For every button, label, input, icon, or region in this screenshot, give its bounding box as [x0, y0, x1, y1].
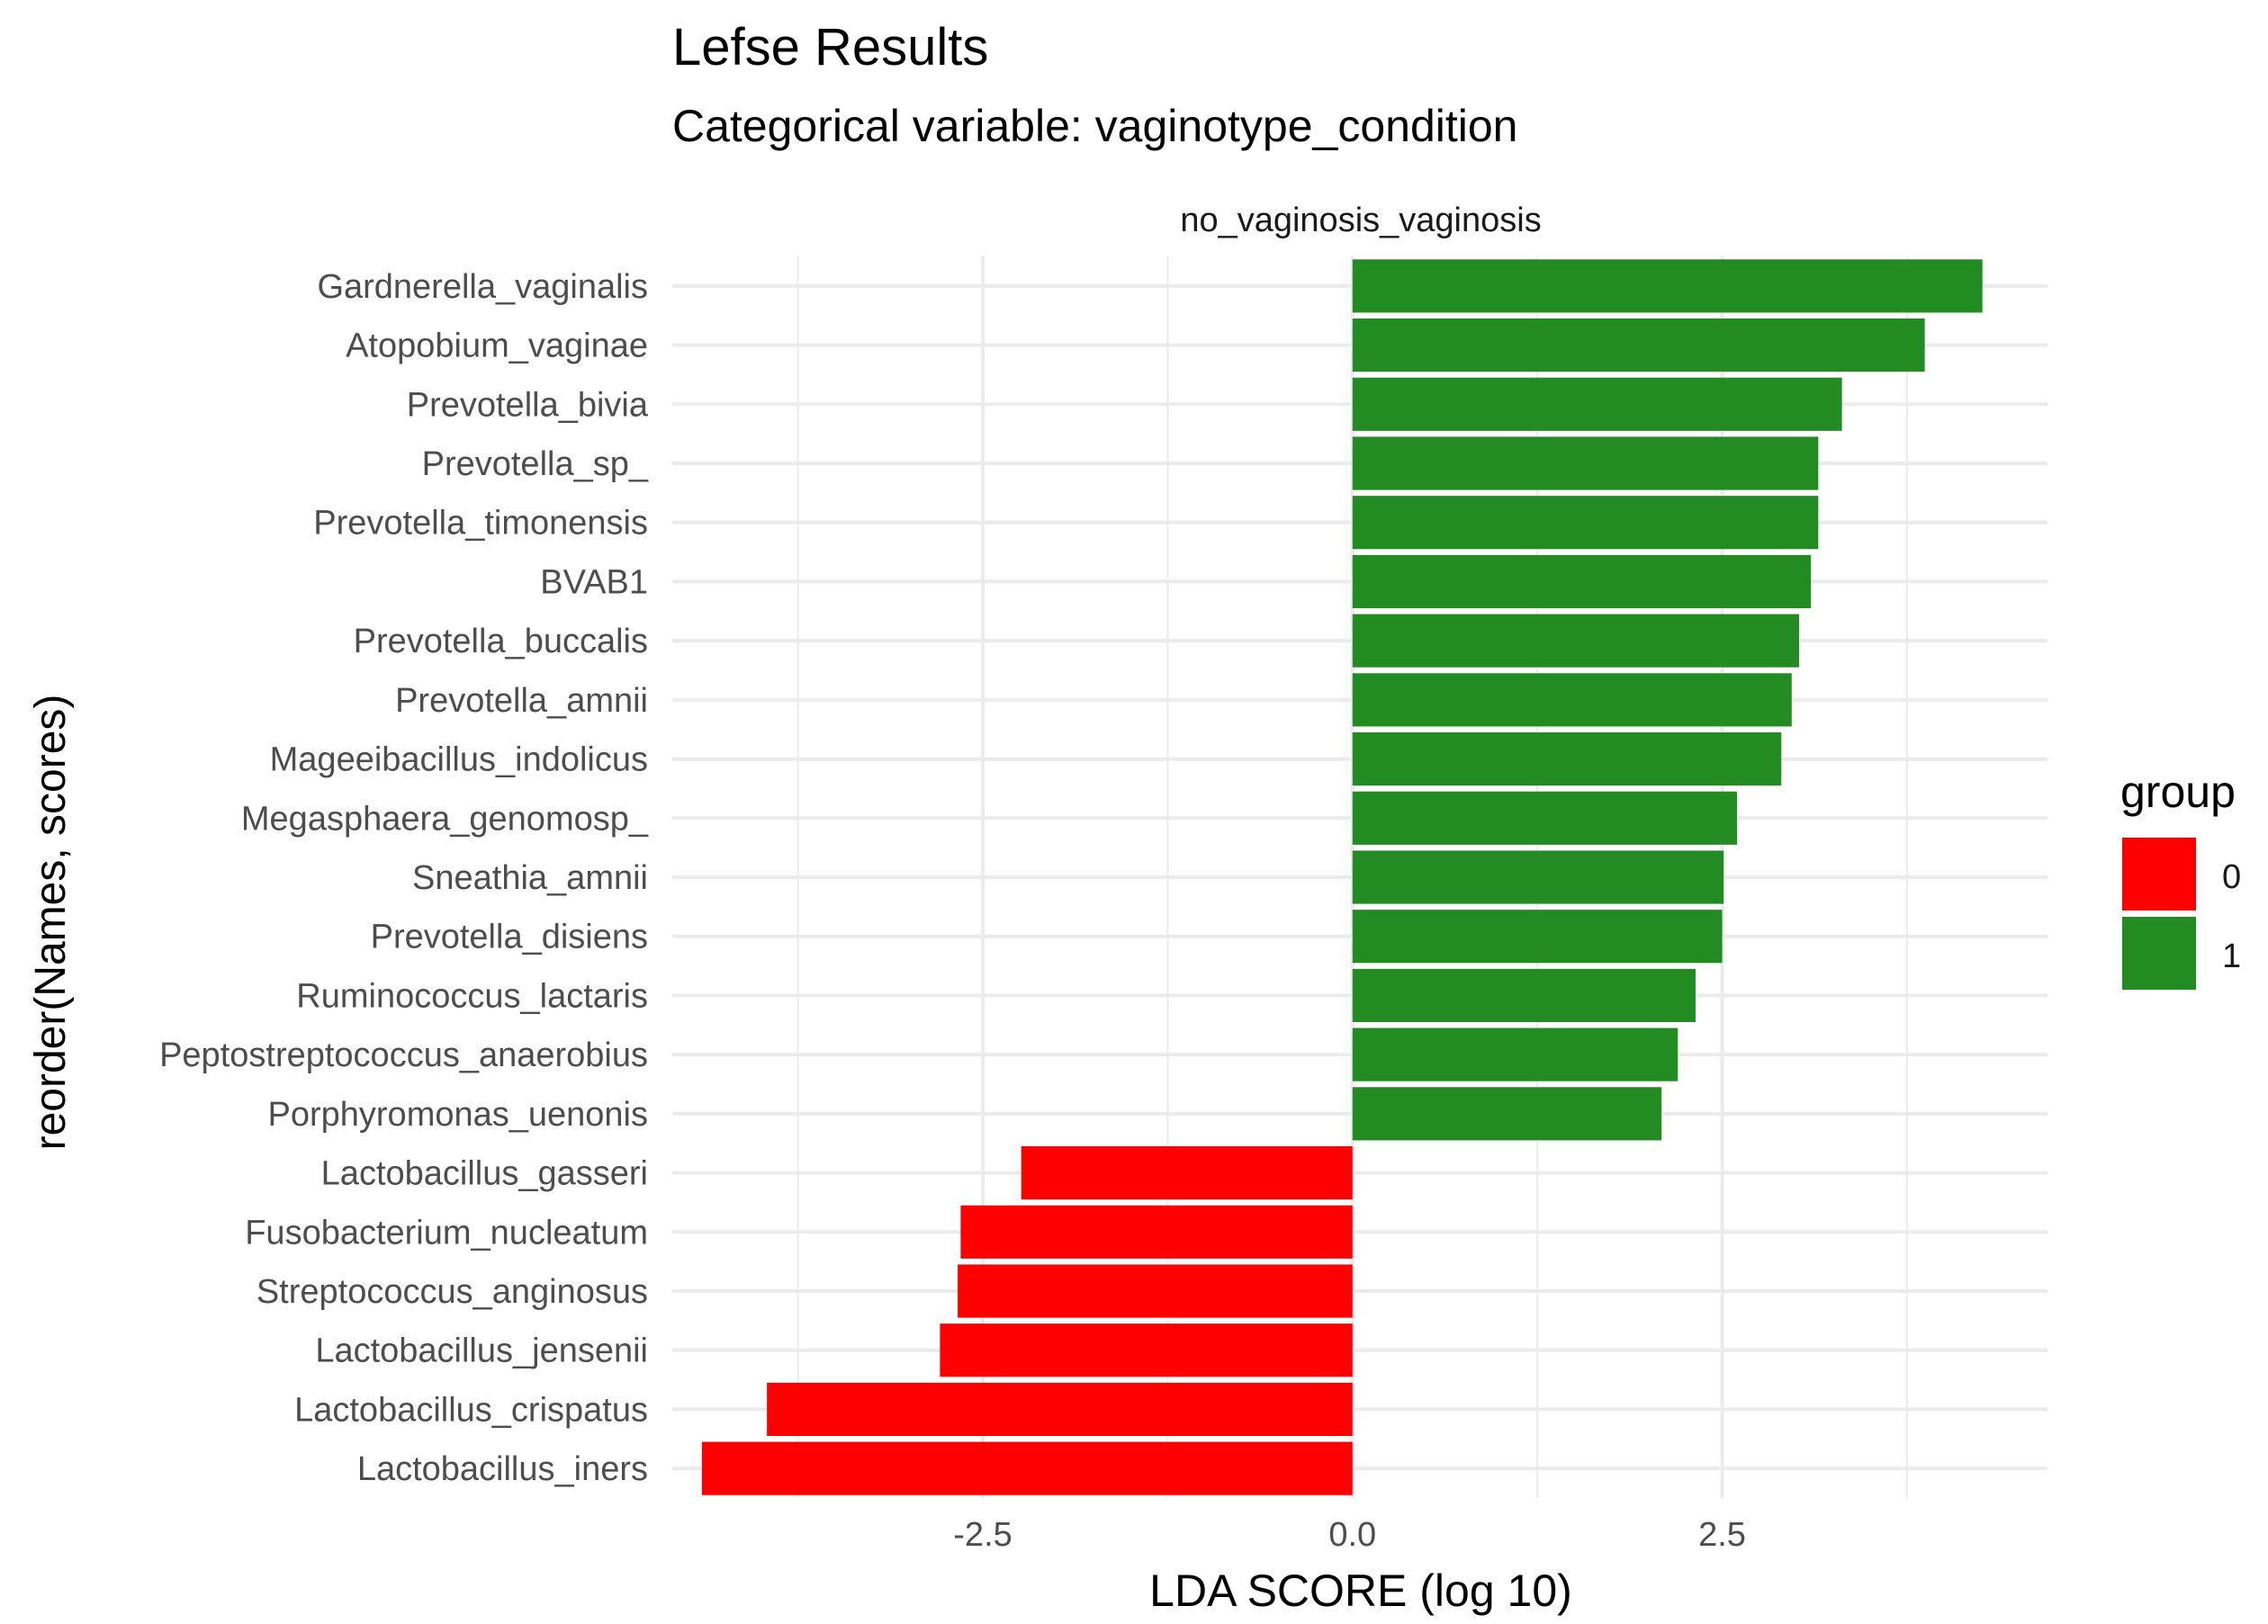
chart-title: Lefse Results	[672, 18, 988, 76]
y-tick-labels: Gardnerella_vaginalis Atopobium_vaginae Pr…	[159, 268, 649, 1488]
y-tick-label: Sneathia_amnii	[412, 859, 648, 897]
bar-lactobacillus-crispatus	[767, 1382, 1353, 1436]
bar-streptococcus-anginosus	[958, 1264, 1353, 1318]
bar-prevotella-timonensis	[1352, 496, 1819, 550]
y-tick-label: Prevotella_sp_	[422, 445, 649, 483]
bar-prevotella-amnii	[1352, 673, 1792, 727]
y-axis-title: reorder(Names, scores)	[27, 695, 75, 1151]
bar-peptostreptococcus-anaerobius	[1352, 1027, 1678, 1081]
bar-fusobacterium-nucleatum	[960, 1205, 1353, 1259]
y-tick-label: Megasphaera_genomosp_	[241, 800, 649, 838]
bar-sneathia-amnii	[1352, 850, 1724, 904]
chart-subtitle: Categorical variable: vaginotype_conditi…	[672, 101, 1517, 151]
bar-prevotella-bivia	[1352, 377, 1842, 431]
x-tick-labels: -2.5 0.0 2.5	[953, 1516, 1746, 1554]
y-tick-label: Lactobacillus_jensenii	[315, 1332, 648, 1370]
bar-atopobium-vaginae	[1352, 319, 1925, 372]
legend-swatch-1	[2122, 917, 2196, 990]
bar-porphyromonas-uenonis	[1352, 1087, 1662, 1141]
y-tick-label: Prevotella_bivia	[407, 386, 649, 424]
y-tick-label: Prevotella_amnii	[395, 682, 648, 720]
bar-prevotella-disiens	[1352, 910, 1723, 964]
y-tick-label: Streptococcus_anginosus	[256, 1273, 648, 1311]
bar-prevotella-buccalis	[1352, 614, 1799, 668]
x-axis-title: LDA SCORE (log 10)	[1149, 1566, 1572, 1616]
legend-swatch-0	[2122, 838, 2196, 911]
y-tick-label: Prevotella_timonensis	[313, 505, 648, 543]
y-tick-label: Lactobacillus_gasseri	[321, 1155, 648, 1193]
x-tick-label: -2.5	[953, 1516, 1012, 1554]
bar-megasphaera-genomosp	[1352, 791, 1737, 845]
y-tick-label: Lactobacillus_crispatus	[294, 1391, 648, 1429]
bar-lactobacillus-iners	[701, 1441, 1353, 1495]
x-tick-label: 2.5	[1698, 1516, 1746, 1554]
y-tick-label: Peptostreptococcus_anaerobius	[159, 1036, 648, 1074]
y-tick-label: Ruminococcus_lactaris	[296, 977, 648, 1015]
bar-prevotella-sp	[1352, 436, 1819, 490]
legend-label-0: 0	[2222, 858, 2241, 896]
legend-title: group	[2120, 767, 2236, 817]
y-tick-label: Prevotella_buccalis	[354, 623, 648, 660]
legend-label-1: 1	[2222, 938, 2241, 975]
bar-lactobacillus-jensenii	[940, 1323, 1353, 1377]
y-tick-label: Atopobium_vaginae	[346, 327, 648, 365]
y-tick-label: BVAB1	[540, 563, 648, 601]
y-tick-label: Porphyromonas_uenonis	[268, 1096, 649, 1134]
bar-gardnerella-vaginalis	[1352, 259, 1983, 313]
bar-lactobacillus-gasseri	[1021, 1146, 1353, 1200]
bar-ruminococcus-lactaris	[1352, 968, 1696, 1022]
y-tick-label: Lactobacillus_iners	[357, 1450, 648, 1488]
facet-strip-label: no_vaginosis_vaginosis	[1180, 202, 1541, 239]
bar-bvab1	[1352, 554, 1812, 608]
legend: group 0 1	[2120, 767, 2241, 990]
bar-layer	[701, 259, 1983, 1495]
y-tick-label: Prevotella_disiens	[371, 919, 648, 956]
x-tick-label: 0.0	[1328, 1516, 1376, 1554]
y-tick-label: Fusobacterium_nucleatum	[245, 1214, 648, 1252]
y-tick-label: Gardnerella_vaginalis	[317, 268, 648, 306]
bar-mageeibacillus-indolicus	[1352, 732, 1782, 786]
y-tick-label: Mageeibacillus_indolicus	[270, 741, 648, 779]
